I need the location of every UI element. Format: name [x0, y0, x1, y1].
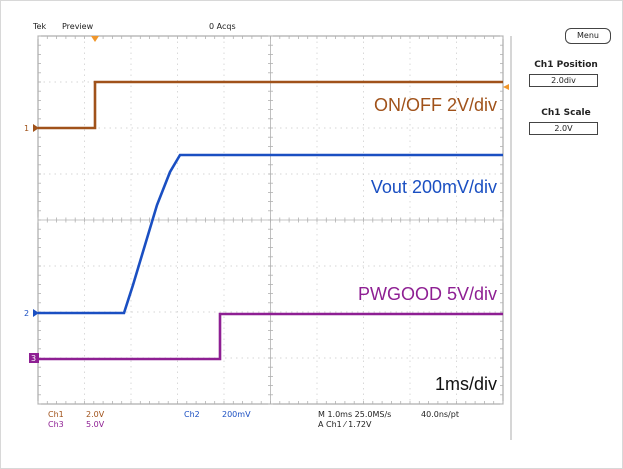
pwgood-label: PWGOOD 5V/div	[358, 284, 497, 304]
ch2-marker-label: 2	[24, 309, 29, 318]
ch3-readout-label: Ch3	[48, 420, 64, 429]
onoff-label: ON/OFF 2V/div	[374, 95, 497, 115]
horizontal-readout[interactable]: M 1.0ms 25.0MS/s	[318, 410, 392, 419]
trigger-readout[interactable]: A Ch1 ⁄ 1.72V	[318, 420, 372, 429]
ch1-position-value[interactable]: 2.0div	[529, 74, 598, 87]
graticule	[37, 35, 504, 405]
ch3-marker[interactable]: 3	[29, 353, 39, 363]
onoff-waveform	[38, 80, 503, 130]
axis-ticks	[37, 35, 504, 405]
resolution-readout: 40.0ns/pt	[421, 410, 459, 419]
ch1-readout-label: Ch1	[48, 410, 64, 419]
ch2-marker[interactable]: 2	[24, 309, 39, 318]
ch3-marker-label: 3	[31, 354, 36, 363]
ch1-readout-value[interactable]: 2.0V	[86, 410, 105, 419]
ch2-readout-label: Ch2	[184, 410, 200, 419]
vout-waveform	[38, 153, 503, 315]
acquisition-count: 0 Acqs	[209, 22, 236, 31]
trigger-level-marker	[503, 84, 509, 90]
ch1-scale-value[interactable]: 2.0V	[529, 122, 598, 135]
menu-button[interactable]: Menu	[565, 28, 611, 44]
ch3-readout-value[interactable]: 5.0V	[86, 420, 105, 429]
timebase-label: 1ms/div	[435, 374, 497, 394]
pwgood-waveform	[38, 312, 503, 361]
mode-label: Preview	[62, 22, 94, 31]
brand-label: Tek	[33, 22, 47, 31]
trigger-position-marker	[91, 36, 99, 42]
vout-label: Vout 200mV/div	[371, 177, 497, 197]
ch1-scale-label: Ch1 Scale	[541, 108, 591, 118]
ch1-position-label: Ch1 Position	[534, 60, 598, 70]
ch1-marker[interactable]: 1	[24, 124, 39, 133]
ch2-readout-value[interactable]: 200mV	[222, 410, 251, 419]
ch1-marker-label: 1	[24, 124, 29, 133]
